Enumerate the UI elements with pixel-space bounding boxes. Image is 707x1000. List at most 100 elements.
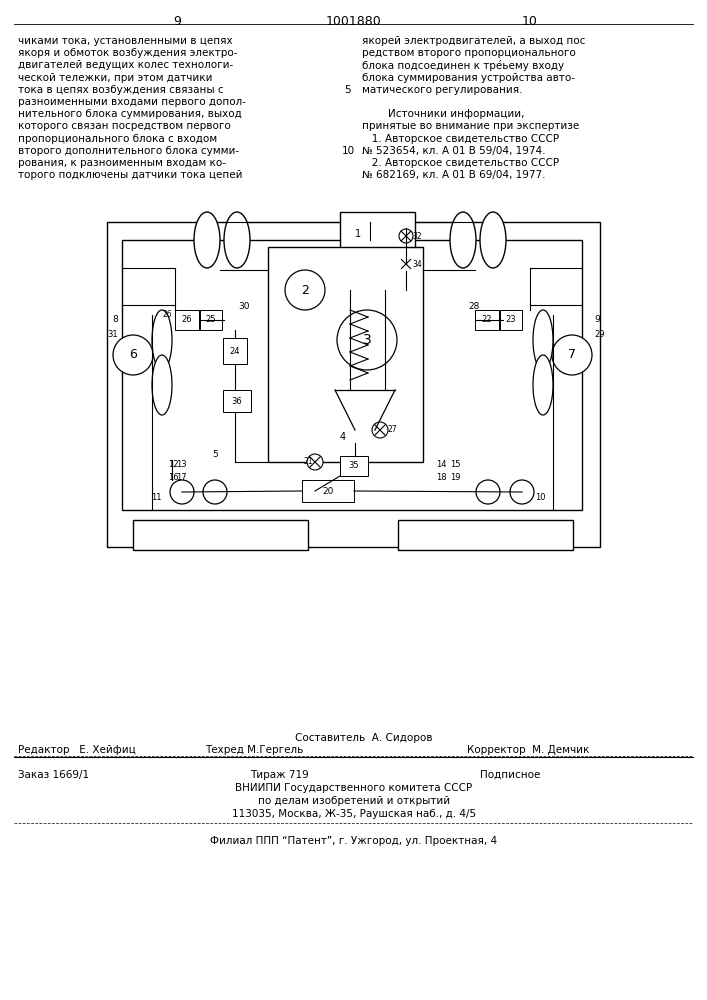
Circle shape	[510, 480, 534, 504]
Text: Филиал ППП “Патент”, г. Ужгород, ул. Проектная, 4: Филиал ППП “Патент”, г. Ужгород, ул. Про…	[211, 836, 498, 846]
Text: 113035, Москва, Ж-35, Раушская наб., д. 4/5: 113035, Москва, Ж-35, Раушская наб., д. …	[232, 809, 476, 819]
Text: рования, к разноименным входам ко-: рования, к разноименным входам ко-	[18, 158, 226, 168]
Text: 11: 11	[151, 492, 162, 502]
Text: якорей электродвигателей, а выход пос: якорей электродвигателей, а выход пос	[362, 36, 585, 46]
Text: 1001880: 1001880	[326, 15, 382, 28]
Ellipse shape	[152, 310, 172, 370]
Text: ВНИИПИ Государственного комитета СССР: ВНИИПИ Государственного комитета СССР	[235, 783, 472, 793]
Bar	[500, 310, 522, 330]
Text: 1: 1	[355, 229, 361, 239]
Circle shape	[552, 335, 592, 375]
Text: 6: 6	[129, 349, 137, 361]
Text: 24: 24	[230, 347, 240, 356]
Text: матического регулирования.: матического регулирования.	[362, 85, 522, 95]
Bar	[340, 456, 368, 476]
Ellipse shape	[533, 310, 553, 370]
Text: которого связан посредством первого: которого связан посредством первого	[18, 121, 230, 131]
Text: якоря и обмоток возбуждения электро-: якоря и обмоток возбуждения электро-	[18, 48, 238, 58]
Bar	[122, 240, 582, 510]
Text: 35: 35	[349, 462, 359, 471]
Circle shape	[399, 229, 413, 243]
Text: 22: 22	[481, 316, 492, 324]
Text: Источники информации,: Источники информации,	[362, 109, 525, 119]
Text: № 682169, кл. А 01 В 69/04, 1977.: № 682169, кл. А 01 В 69/04, 1977.	[362, 170, 546, 180]
Text: 1. Авторское свидетельство СССР: 1. Авторское свидетельство СССР	[362, 134, 559, 144]
Text: Техред М.Гергель: Техред М.Гергель	[205, 745, 303, 755]
Text: 36: 36	[232, 396, 243, 406]
Circle shape	[372, 422, 388, 438]
Ellipse shape	[224, 212, 250, 268]
Text: чиками тока, установленными в цепях: чиками тока, установленными в цепях	[18, 36, 233, 46]
Text: 23: 23	[506, 316, 516, 324]
Text: 13: 13	[176, 460, 187, 469]
Text: 17: 17	[176, 473, 187, 482]
Text: 3: 3	[363, 333, 371, 347]
Text: 29: 29	[594, 330, 604, 339]
Text: 20: 20	[322, 487, 334, 495]
Text: по делам изобретений и открытий: по делам изобретений и открытий	[258, 796, 450, 806]
Text: 21: 21	[304, 457, 313, 466]
Text: 5: 5	[212, 450, 218, 459]
Text: 12: 12	[168, 460, 178, 469]
Text: ческой тележки, при этом датчики: ческой тележки, при этом датчики	[18, 73, 213, 83]
Circle shape	[476, 480, 500, 504]
Bar	[475, 310, 499, 330]
Text: пропорционального блока с входом: пропорционального блока с входом	[18, 134, 217, 144]
Text: 27: 27	[388, 425, 397, 434]
Bar	[175, 310, 199, 330]
Bar	[200, 310, 222, 330]
Text: 28: 28	[468, 302, 479, 311]
Text: 18: 18	[436, 473, 447, 482]
Text: 5: 5	[345, 85, 351, 95]
Circle shape	[170, 480, 194, 504]
Ellipse shape	[152, 355, 172, 415]
Text: двигателей ведущих колес технологи-: двигателей ведущих колес технологи-	[18, 60, 233, 70]
Text: 16: 16	[168, 473, 179, 482]
Text: принятые во внимание при экспертизе: принятые во внимание при экспертизе	[362, 121, 579, 131]
Text: 26: 26	[182, 316, 192, 324]
Text: 19: 19	[450, 473, 460, 482]
Circle shape	[337, 310, 397, 370]
Text: 10: 10	[535, 492, 546, 502]
Text: разноименными входами первого допол-: разноименными входами первого допол-	[18, 97, 246, 107]
Text: 14: 14	[436, 460, 447, 469]
Text: Заказ 1669/1: Заказ 1669/1	[18, 770, 89, 780]
Ellipse shape	[533, 355, 553, 415]
Circle shape	[203, 480, 227, 504]
Bar	[223, 338, 247, 364]
Text: 9: 9	[594, 315, 600, 324]
Bar	[133, 520, 308, 550]
Text: нительного блока суммирования, выход: нительного блока суммирования, выход	[18, 109, 242, 119]
Text: 8: 8	[112, 315, 118, 324]
Bar	[340, 212, 415, 254]
Text: 26: 26	[163, 310, 172, 319]
Circle shape	[113, 335, 153, 375]
Text: 34: 34	[412, 260, 422, 269]
Text: 30: 30	[238, 302, 250, 311]
Bar	[302, 480, 354, 502]
Bar	[223, 390, 251, 412]
Text: 7: 7	[568, 349, 576, 361]
Bar	[398, 520, 573, 550]
Text: 15: 15	[450, 460, 460, 469]
Text: Составитель  А. Сидоров: Составитель А. Сидоров	[295, 733, 433, 743]
Text: 10: 10	[341, 146, 355, 156]
Text: блока суммирования устройства авто-: блока суммирования устройства авто-	[362, 73, 575, 83]
Text: Тираж 719: Тираж 719	[250, 770, 309, 780]
Text: редством второго пропорционального: редством второго пропорционального	[362, 48, 575, 58]
Text: 25: 25	[206, 316, 216, 324]
Text: Редактор   Е. Хейфиц: Редактор Е. Хейфиц	[18, 745, 136, 755]
Text: 31: 31	[107, 330, 117, 339]
Text: торого подключены датчики тока цепей: торого подключены датчики тока цепей	[18, 170, 243, 180]
Text: Корректор  М. Демчик: Корректор М. Демчик	[467, 745, 590, 755]
Ellipse shape	[480, 212, 506, 268]
Text: 9: 9	[173, 15, 181, 28]
Text: 2. Авторское свидетельство СССР: 2. Авторское свидетельство СССР	[362, 158, 559, 168]
Text: Подписное: Подписное	[480, 770, 540, 780]
Circle shape	[399, 257, 413, 271]
Ellipse shape	[450, 212, 476, 268]
Text: блока подсоединен к тре́ьему входу: блока подсоединен к тре́ьему входу	[362, 60, 564, 71]
Bar	[107, 222, 600, 547]
Text: 2: 2	[301, 284, 309, 296]
Ellipse shape	[194, 212, 220, 268]
